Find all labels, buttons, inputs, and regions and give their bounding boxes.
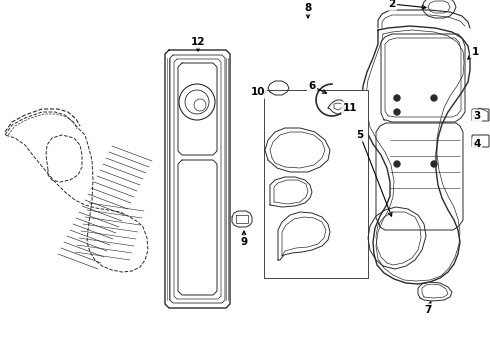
- Text: 1: 1: [471, 47, 479, 57]
- Bar: [264, 90, 368, 278]
- Text: 9: 9: [241, 237, 247, 247]
- Circle shape: [431, 161, 437, 167]
- Text: 2: 2: [389, 0, 395, 9]
- Circle shape: [394, 109, 400, 115]
- Circle shape: [431, 95, 437, 101]
- Text: 3: 3: [473, 111, 481, 121]
- Text: 12: 12: [191, 37, 205, 47]
- FancyBboxPatch shape: [472, 135, 489, 147]
- FancyBboxPatch shape: [472, 109, 489, 121]
- Text: 6: 6: [308, 81, 316, 91]
- Text: 5: 5: [356, 130, 364, 140]
- Text: 8: 8: [304, 3, 312, 13]
- Text: 10: 10: [251, 87, 265, 97]
- Circle shape: [394, 161, 400, 167]
- Text: 11: 11: [343, 103, 357, 113]
- Text: 7: 7: [424, 305, 432, 315]
- Circle shape: [394, 95, 400, 101]
- Text: 4: 4: [473, 139, 481, 149]
